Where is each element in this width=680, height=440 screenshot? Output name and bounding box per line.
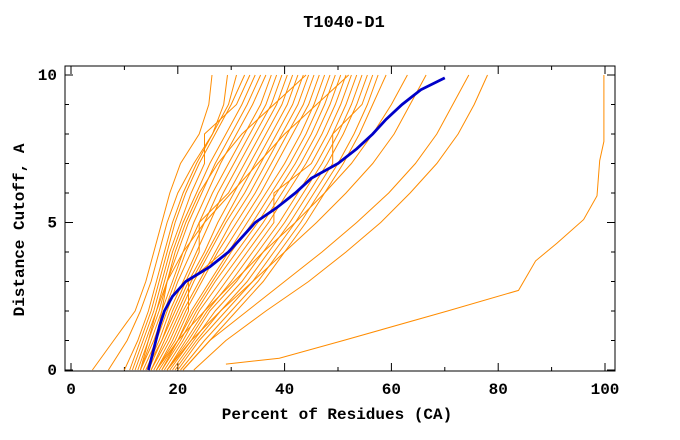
model-curve (153, 74, 310, 371)
x-tick-label: 100 (591, 381, 620, 399)
y-tick-label: 5 (47, 215, 57, 233)
model-curve (137, 74, 262, 371)
x-tick-label: 80 (489, 381, 508, 399)
model-curve (169, 74, 358, 371)
axes-layer: 0 20 40 60 80 100 0 5 10 (38, 65, 620, 399)
x-tick-label: 20 (168, 381, 187, 399)
model-curve (161, 74, 331, 371)
model-curve (147, 74, 294, 371)
model-curve (161, 74, 336, 371)
model-curve (145, 74, 288, 371)
chart-title: T1040-D1 (303, 14, 385, 33)
model-curve (182, 74, 387, 371)
model-curve (139, 74, 350, 371)
model-curve (180, 74, 379, 371)
model-curve (145, 74, 283, 371)
y-tick-label: 10 (38, 67, 57, 85)
model-curve (150, 74, 304, 371)
model-curve (166, 74, 352, 371)
x-tick-label: 40 (275, 381, 294, 399)
model-curve (131, 74, 251, 371)
model-curve (177, 74, 374, 371)
model-curves-layer (91, 74, 605, 371)
x-tick-label: 0 (66, 381, 76, 399)
model-curve (166, 74, 427, 371)
model-curve (134, 74, 256, 371)
model-curve (163, 74, 342, 371)
model-curve (155, 74, 320, 371)
highlighted-model-curve (147, 76, 446, 371)
model-curve (129, 74, 246, 371)
model-curve (139, 74, 267, 371)
model-curve (155, 74, 408, 371)
x-tick-label: 60 (382, 381, 401, 399)
y-axis-label: Distance Cutoff, A (11, 143, 29, 316)
outlier-model-curve (225, 75, 605, 365)
model-curve (155, 74, 315, 371)
model-curve (193, 74, 488, 371)
model-curve (158, 74, 326, 371)
model-curve (150, 74, 299, 371)
model-curve (91, 74, 213, 371)
model-curve (123, 74, 237, 371)
model-curve (174, 74, 368, 371)
model-curve (182, 74, 470, 371)
y-tick-label: 0 (47, 362, 57, 380)
model-curve (107, 74, 228, 371)
plot-frame (64, 65, 616, 372)
model-curve (166, 74, 347, 371)
x-axis-label: Percent of Residues (CA) (222, 406, 452, 424)
